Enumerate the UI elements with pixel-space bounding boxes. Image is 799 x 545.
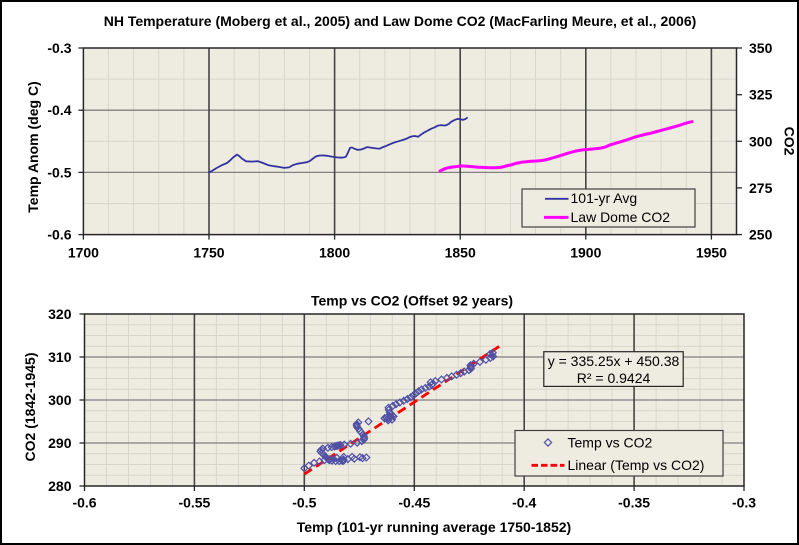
svg-text:-0.4: -0.4 xyxy=(47,102,71,118)
svg-text:NH Temperature (Moberg et al.,: NH Temperature (Moberg et al., 2005) and… xyxy=(104,13,697,29)
svg-text:R² = 0.9424: R² = 0.9424 xyxy=(577,370,651,386)
svg-text:300: 300 xyxy=(48,392,72,408)
svg-text:1700: 1700 xyxy=(68,245,99,261)
svg-text:-0.3: -0.3 xyxy=(47,40,71,56)
svg-text:Temp vs CO2: Temp vs CO2 xyxy=(568,435,653,451)
svg-text:CO2: CO2 xyxy=(782,127,798,156)
svg-text:Temp vs CO2 (Offset 92 years): Temp vs CO2 (Offset 92 years) xyxy=(311,293,513,309)
svg-text:101-yr Avg: 101-yr Avg xyxy=(571,190,638,206)
svg-text:-0.6: -0.6 xyxy=(47,227,71,243)
svg-text:-0.6: -0.6 xyxy=(72,495,96,511)
svg-text:350: 350 xyxy=(749,40,773,56)
svg-text:-0.35: -0.35 xyxy=(618,495,650,511)
svg-text:y = 335.25x + 450.38: y = 335.25x + 450.38 xyxy=(548,353,680,369)
svg-text:-0.3: -0.3 xyxy=(732,495,756,511)
svg-text:290: 290 xyxy=(48,435,72,451)
svg-text:-0.55: -0.55 xyxy=(178,495,210,511)
svg-text:1750: 1750 xyxy=(193,245,224,261)
svg-text:1800: 1800 xyxy=(319,245,350,261)
svg-text:320: 320 xyxy=(48,306,72,322)
svg-text:Law Dome CO2: Law Dome CO2 xyxy=(571,209,671,225)
svg-text:1900: 1900 xyxy=(570,245,601,261)
svg-text:325: 325 xyxy=(749,87,773,103)
svg-text:Linear (Temp vs CO2): Linear (Temp vs CO2) xyxy=(568,457,705,473)
svg-text:-0.4: -0.4 xyxy=(512,495,536,511)
svg-text:275: 275 xyxy=(749,180,773,196)
svg-text:Temp (101-yr running average 1: Temp (101-yr running average 1750-1852) xyxy=(297,519,571,535)
svg-text:-0.45: -0.45 xyxy=(398,495,430,511)
svg-text:CO2 (1842-1945): CO2 (1842-1945) xyxy=(22,353,38,462)
svg-text:1850: 1850 xyxy=(445,245,476,261)
svg-text:250: 250 xyxy=(749,227,773,243)
svg-text:280: 280 xyxy=(48,478,72,494)
svg-text:300: 300 xyxy=(749,133,773,149)
svg-text:-0.5: -0.5 xyxy=(47,164,71,180)
svg-text:1950: 1950 xyxy=(696,245,727,261)
svg-text:-0.5: -0.5 xyxy=(292,495,316,511)
svg-text:310: 310 xyxy=(48,349,72,365)
svg-text:Temp Anom (deg C): Temp Anom (deg C) xyxy=(25,81,41,212)
